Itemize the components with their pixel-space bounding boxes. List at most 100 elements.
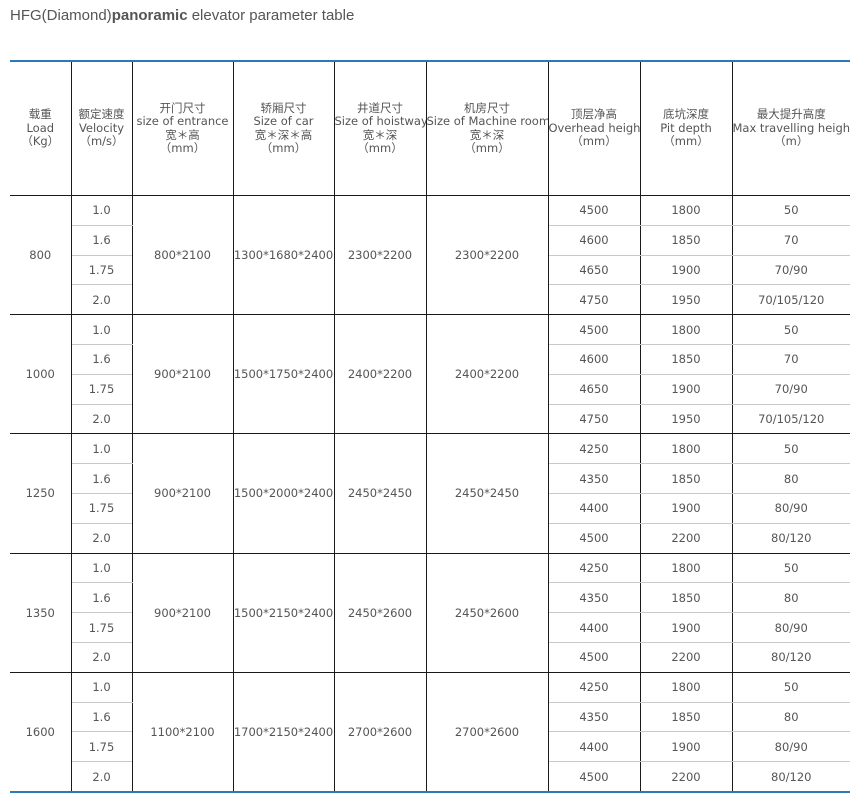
- entrance-cell: 900*2100: [131, 433, 234, 554]
- travel-height-cell: 80: [731, 463, 850, 494]
- machine-room-cell: 2400*2200: [425, 314, 549, 435]
- overhead-cell: 4350: [547, 463, 641, 494]
- header-travel-line: 最大提升高度: [756, 107, 826, 122]
- header-overhead-line: 顶层净高: [571, 107, 617, 122]
- pit-depth-cell: 1900: [639, 493, 733, 524]
- table-row: 1.6 4600 1850 70: [10, 225, 850, 256]
- hoistway-cell: 2700*2600: [333, 672, 427, 793]
- header-load-line: Load: [26, 120, 55, 135]
- header-entrance-line: 宽＊高: [165, 127, 200, 142]
- travel-height-cell: 50: [731, 672, 850, 703]
- travel-height-cell: 80: [731, 582, 850, 614]
- pit-depth-cell: 1900: [639, 374, 733, 405]
- velocity-cell: 1.75: [70, 255, 133, 286]
- load-cell: 1250: [10, 433, 72, 554]
- header-hoistway: 井道尺寸 Size of hoistway 宽＊深 （mm）: [333, 61, 427, 196]
- pit-depth-cell: 1800: [639, 553, 733, 584]
- table-row: 1.75 4400 1900 80/90: [10, 731, 850, 763]
- velocity-cell: 1.75: [70, 493, 133, 524]
- velocity-cell: 1.75: [70, 374, 133, 405]
- load-cell: 1350: [10, 553, 72, 673]
- overhead-cell: 4500: [547, 195, 641, 226]
- overhead-cell: 4600: [547, 344, 641, 375]
- table-row: 2.0 4500 2200 80/120: [10, 761, 850, 792]
- velocity-cell: 1.0: [70, 314, 133, 345]
- pit-depth-cell: 1850: [639, 582, 733, 614]
- table-row: 2.0 4500 2200 80/120: [10, 642, 850, 673]
- table-row: 1.6 4350 1850 80: [10, 702, 850, 733]
- machine-room-cell: 2450*2600: [425, 553, 549, 673]
- velocity-cell: 1.75: [70, 731, 133, 763]
- header-machine-room-line: （mm）: [464, 141, 510, 155]
- table-header: 载重 Load （Kg） 额定速度 Velocity （m/s） 开门尺寸 size of e…: [10, 61, 850, 196]
- entrance-cell: 900*2100: [131, 314, 234, 435]
- overhead-cell: 4500: [547, 642, 641, 673]
- table-row: 1600 1.0 1100*2100 1700*2150*2400 2700*2600 2…: [10, 672, 850, 793]
- pit-depth-cell: 1800: [639, 195, 733, 226]
- entrance-cell: 900*2100: [131, 553, 234, 673]
- table-row: 1.75 4650 1900 70/90: [10, 374, 850, 405]
- overhead-cell: 4250: [547, 553, 641, 584]
- velocity-cell: 1.6: [70, 225, 133, 256]
- header-overhead: 顶层净高 Overhead height （mm）: [547, 61, 641, 196]
- overhead-cell: 4500: [547, 761, 641, 792]
- pit-depth-cell: 1950: [639, 284, 733, 316]
- travel-height-cell: 70/90: [731, 374, 850, 405]
- velocity-cell: 1.0: [70, 433, 133, 465]
- overhead-cell: 4400: [547, 493, 641, 524]
- load-cell: 800: [10, 195, 72, 316]
- load-cell: 1600: [10, 672, 72, 793]
- header-velocity: 额定速度 Velocity （m/s）: [70, 61, 133, 196]
- travel-height-cell: 70/105/120: [731, 284, 850, 316]
- pit-depth-cell: 2200: [639, 523, 733, 554]
- table-row: 800 1.0 800*2100 1300*1680*2400 2300*2200 230…: [10, 195, 850, 316]
- travel-height-cell: 80/120: [731, 761, 850, 792]
- velocity-cell: 1.0: [70, 195, 133, 226]
- header-load-line: 载重: [28, 107, 52, 122]
- pit-depth-cell: 1800: [639, 314, 733, 345]
- header-car-line: Size of car: [253, 114, 314, 128]
- travel-height-cell: 70: [731, 225, 850, 256]
- header-pit-line: Pit depth: [660, 120, 712, 135]
- overhead-cell: 4750: [547, 404, 641, 435]
- travel-height-cell: 80/90: [731, 731, 850, 763]
- overhead-cell: 4650: [547, 374, 641, 405]
- header-machine-room-line: Size of Machine room: [426, 114, 548, 128]
- velocity-cell: 1.6: [70, 344, 133, 375]
- pit-depth-cell: 1850: [639, 463, 733, 494]
- velocity-cell: 1.0: [70, 672, 133, 703]
- machine-room-cell: 2700*2600: [425, 672, 549, 793]
- header-overhead-line: Overhead height: [548, 120, 640, 135]
- header-machine-room: 机房尺寸 Size of Machine room 宽＊深 （mm）: [425, 61, 549, 196]
- header-pit-line: 底坑深度: [663, 107, 709, 122]
- hoistway-cell: 2450*2600: [333, 553, 427, 673]
- header-entrance: 开门尺寸 size of entrance 宽＊高 （mm）: [131, 61, 234, 196]
- velocity-cell: 2.0: [70, 284, 133, 316]
- car-size-cell: 1500*1750*2400: [232, 314, 335, 435]
- header-velocity-line: 额定速度: [78, 107, 125, 122]
- header-pit-line: （mm）: [663, 134, 709, 149]
- header-machine-room-line: 机房尺寸: [464, 100, 510, 115]
- table-row: 2.0 4750 1950 70/105/120: [10, 404, 850, 435]
- parameter-table: 载重 Load （Kg） 额定速度 Velocity （m/s） 开门尺寸 size of e…: [10, 60, 850, 793]
- header-velocity-line: Velocity: [78, 120, 125, 135]
- travel-height-cell: 50: [731, 553, 850, 584]
- travel-height-cell: 50: [731, 314, 850, 345]
- hoistway-cell: 2300*2200: [333, 195, 427, 316]
- table-row: 1.6 4350 1850 80: [10, 463, 850, 494]
- travel-height-cell: 70/90: [731, 255, 850, 286]
- table-row: 1000 1.0 900*2100 1500*1750*2400 2400*2200 24…: [10, 314, 850, 435]
- table-row: 2.0 4500 2200 80/120: [10, 523, 850, 554]
- overhead-cell: 4500: [547, 523, 641, 554]
- velocity-cell: 1.6: [70, 582, 133, 614]
- overhead-cell: 4650: [547, 255, 641, 286]
- header-hoistway-line: 井道尺寸: [357, 100, 403, 115]
- table-row: 1250 1.0 900*2100 1500*2000*2400 2450*2450 24…: [10, 433, 850, 554]
- header-load-line: （Kg）: [21, 134, 60, 149]
- travel-height-cell: 80/90: [731, 612, 850, 643]
- velocity-cell: 2.0: [70, 523, 133, 554]
- pit-depth-cell: 2200: [639, 761, 733, 792]
- page-title: HFG(Diamond)panoramic elevator parameter…: [10, 7, 354, 24]
- header-machine-room-line: 宽＊深: [469, 127, 505, 142]
- pit-depth-cell: 1850: [639, 702, 733, 733]
